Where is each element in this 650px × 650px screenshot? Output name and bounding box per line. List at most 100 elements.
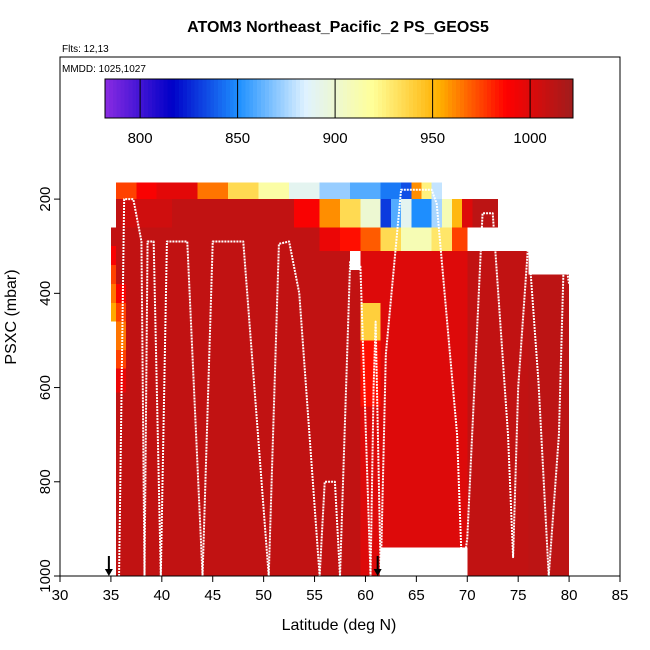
colorbar-segment [284, 79, 289, 118]
colorbar-segment [366, 79, 371, 118]
colorbar-segment [393, 79, 398, 118]
plot-area: 30 35 40 45 50 55 60 65 70 75 80 85 200 400 600 800 1000… [37, 56, 629, 604]
colorbar-segment [362, 79, 367, 118]
colorbar-segment [510, 79, 515, 118]
colorbar-segment [350, 79, 356, 118]
x-tick-label: 65 [408, 587, 425, 604]
arrow-head [373, 569, 382, 576]
colorbar-segment [339, 79, 344, 118]
colorbar-segment [214, 79, 219, 118]
colorbar-segment [229, 79, 235, 118]
heatmap-column [350, 269, 361, 576]
x-tick-label: 60 [357, 587, 374, 604]
y-tick-label: 600 [37, 375, 54, 400]
colorbar-segment [163, 79, 168, 118]
colorbar-tick-label: 950 [420, 130, 445, 147]
heatmap-cell [110, 302, 116, 322]
colorbar-segment [167, 79, 172, 118]
heatmap-column [380, 255, 468, 548]
heatmap-cell [431, 227, 452, 251]
heatmap-cell [121, 199, 172, 228]
colorbar-segment [498, 79, 504, 118]
colorbar-segment [541, 79, 547, 118]
colorbar-segment [108, 79, 114, 118]
colorbar-segment [440, 79, 445, 118]
colorbar-segment [179, 79, 184, 118]
colorbar-segment [381, 79, 387, 118]
colorbar-segment [475, 79, 480, 118]
colorbar-segment [537, 79, 543, 118]
colorbar-segment [459, 79, 465, 118]
colorbar-segment [237, 79, 242, 118]
colorbar-segment [140, 79, 145, 118]
colorbar-segment [155, 79, 161, 118]
heatmap-cell [116, 321, 127, 350]
heatmap-cell [401, 227, 432, 251]
heatmap-cell [360, 199, 381, 228]
colorbar-segment [471, 79, 476, 118]
heatmap-cell [319, 227, 340, 251]
colorbar-segment [222, 79, 227, 118]
colorbar-segment [261, 79, 266, 118]
colorbar-segment [420, 79, 426, 118]
colorbar-segment [159, 79, 164, 118]
colorbar-segment [565, 79, 570, 118]
colorbar-segment [311, 79, 317, 118]
heatmap-cell [116, 302, 127, 322]
colorbar-segment [358, 79, 363, 118]
colorbar-segment [502, 79, 508, 118]
x-tick-label: 35 [103, 587, 120, 604]
colorbar-segment [315, 79, 320, 118]
heatmap-cell [452, 199, 463, 228]
y-tick-label: 400 [37, 281, 54, 306]
colorbar-segment [522, 79, 527, 118]
colorbar-segment [296, 79, 301, 118]
heatmap-cell [421, 182, 432, 200]
colorbar-segment [327, 79, 332, 118]
heatmap-cell [360, 227, 381, 251]
heatmap-cell [136, 182, 157, 200]
colorbar-segment [128, 79, 133, 118]
heatmap-cell [411, 199, 432, 228]
colorbar-segment [526, 79, 531, 118]
colorbar-segment [105, 79, 110, 118]
colorbar-frame [104, 78, 574, 119]
colorbar-segment [132, 79, 137, 118]
colorbar-segment [233, 79, 239, 118]
colorbar-segment [190, 79, 196, 118]
colorbar-segment [491, 79, 496, 118]
colorbar-segment [487, 79, 492, 118]
colorbar-segment [413, 79, 418, 118]
colorbar-segment [136, 79, 141, 118]
colorbar-segment [147, 79, 153, 118]
heatmap-cell [390, 199, 402, 228]
x-tick-label: 50 [255, 587, 272, 604]
colorbar-segment [319, 79, 324, 118]
colorbar-segment [354, 79, 359, 118]
colorbar-segment [417, 79, 422, 118]
plot-frame [59, 56, 621, 577]
colorbar-segment [436, 79, 441, 118]
heatmap-cell [156, 182, 198, 200]
colorbar-segment [144, 79, 149, 118]
heatmap-cell [116, 182, 137, 200]
y-tick-label: 200 [37, 187, 54, 212]
colorbar-segment [112, 79, 118, 118]
y-tick-label: 1000 [37, 559, 54, 592]
x-tick-label: 55 [306, 587, 323, 604]
heatmap-cell [401, 182, 412, 200]
colorbar-segment [264, 79, 270, 118]
colorbar-segment [506, 79, 512, 118]
heatmap-cell [172, 199, 295, 228]
colorbar-segment [545, 79, 551, 118]
colorbar-segment [253, 79, 258, 118]
colorbar-segment [268, 79, 274, 118]
x-tick-label: 70 [459, 587, 476, 604]
colorbar-segment [448, 79, 453, 118]
x-tick-label: 85 [612, 587, 629, 604]
heatmap-cell [116, 283, 127, 303]
colorbar-segment [280, 79, 285, 118]
colorbar-segment [444, 79, 449, 118]
heatmap-cell [462, 199, 473, 228]
heatmap-cell [258, 182, 290, 200]
